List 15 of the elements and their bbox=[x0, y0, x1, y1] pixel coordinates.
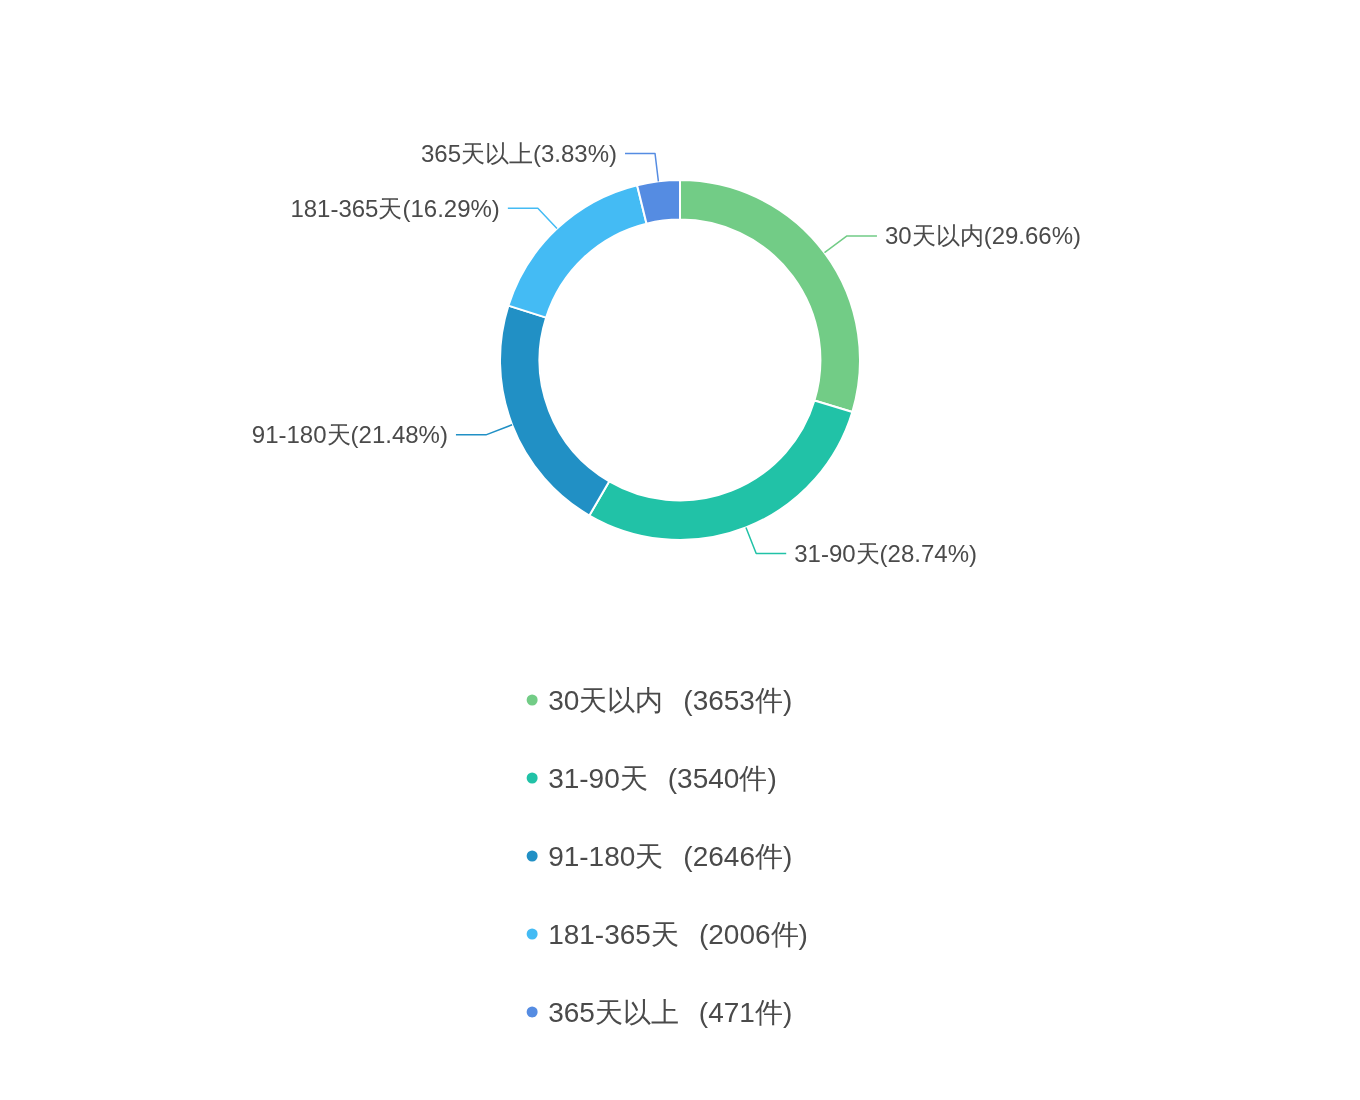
category-label: 31-90天(28.74%) bbox=[794, 540, 977, 568]
legend-label: 91-180天 bbox=[548, 840, 664, 872]
legend-label: 365天以上 bbox=[548, 996, 679, 1028]
text: (3540件) bbox=[667, 762, 777, 794]
category-label: 30天以内(29.66%) bbox=[884, 222, 1082, 250]
category-label: 91-180天(21.48%) bbox=[251, 421, 448, 449]
legend-label: 181-365天 bbox=[548, 918, 679, 950]
text: (2646件) bbox=[683, 840, 793, 872]
legend-label: 30天以内 bbox=[548, 684, 664, 716]
category-label: 181-365天(16.29%) bbox=[290, 194, 500, 222]
legend-label: 31-90天 bbox=[548, 762, 648, 794]
text: (3653件) bbox=[683, 684, 793, 716]
category-label: 365天以上(3.83%) bbox=[420, 140, 618, 167]
text: (471件) bbox=[698, 996, 793, 1028]
text: (2006件) bbox=[698, 918, 808, 950]
